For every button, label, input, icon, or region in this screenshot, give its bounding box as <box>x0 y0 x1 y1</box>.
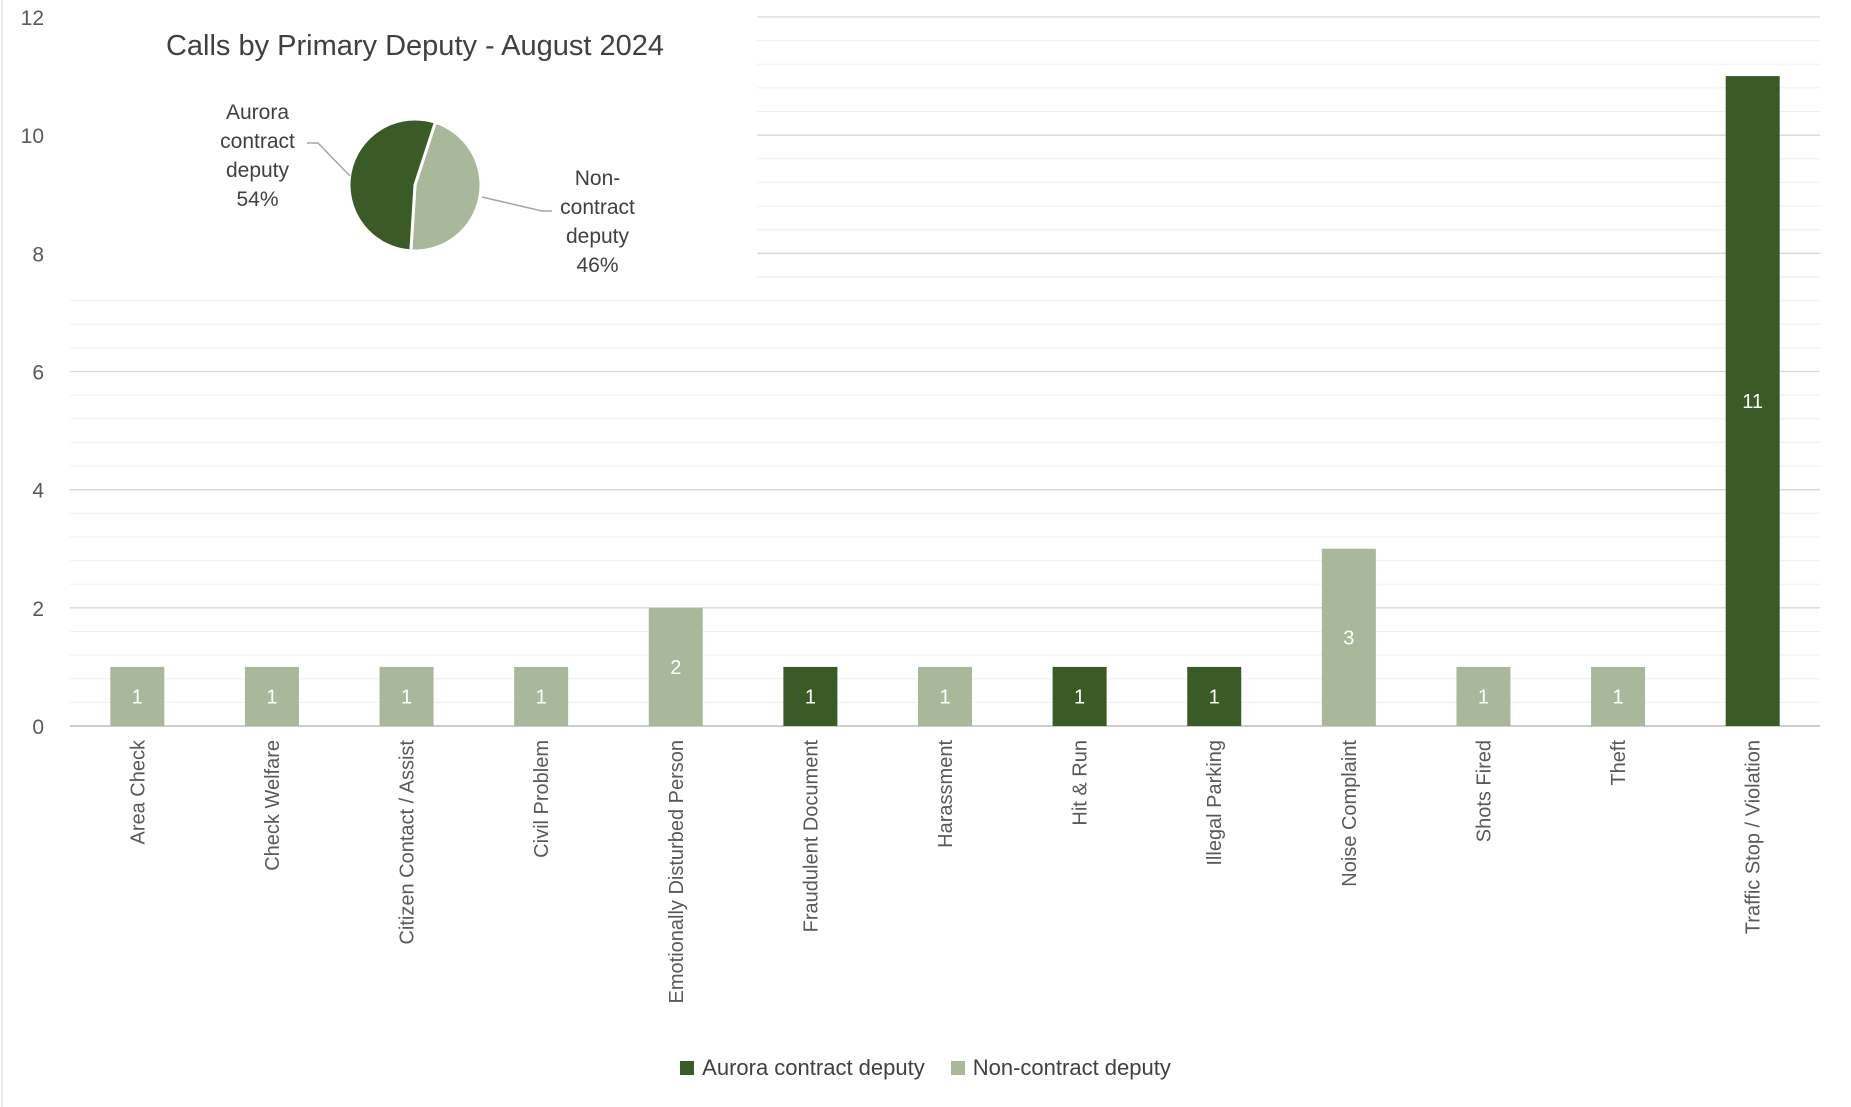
x-tick-label: Shots Fired <box>1473 740 1495 842</box>
legend-label-aurora: Aurora contract deputy <box>702 1055 925 1080</box>
y-tick-label: 8 <box>32 243 44 266</box>
bar-data-label: 2 <box>670 657 681 679</box>
bar <box>1052 666 1107 726</box>
bar <box>1725 76 1780 727</box>
bar-data-label: 1 <box>1074 686 1085 708</box>
bar-data-label: 3 <box>1343 627 1354 649</box>
legend-label-noncontract: Non-contract deputy <box>972 1055 1171 1080</box>
bar <box>783 666 838 726</box>
bar-data-label: 1 <box>939 686 950 708</box>
pie-slice-aurora <box>347 117 438 253</box>
bar-data-label: 1 <box>1613 686 1624 708</box>
y-tick-label: 0 <box>32 716 44 739</box>
bar-data-label: 1 <box>1209 686 1220 708</box>
pie-label-noncontract-line: Non- <box>574 167 621 190</box>
bar-data-label: 1 <box>266 686 277 708</box>
bar <box>1321 548 1376 726</box>
pie-leader-line <box>481 196 552 212</box>
x-tick-label: Noise Complaint <box>1339 740 1361 887</box>
bar-data-label: 1 <box>132 686 143 708</box>
bar-data-label: 11 <box>1742 391 1763 413</box>
x-tick-label: Check Welfare <box>262 740 284 871</box>
pie-label-aurora-line: contract <box>220 130 295 153</box>
pie-label-noncontract-line: deputy <box>565 225 630 248</box>
bar <box>514 666 569 726</box>
legend: Aurora contract deputy Non-contract depu… <box>0 1055 1851 1081</box>
bar <box>379 666 434 726</box>
y-tick-label: 10 <box>21 125 44 148</box>
x-tick-label: Harassment <box>935 740 957 848</box>
bar <box>110 666 165 726</box>
x-tick-label: Civil Problem <box>531 740 553 858</box>
x-tick-label: Illegal Parking <box>1204 740 1226 866</box>
x-tick-label: Hit & Run <box>1070 740 1092 826</box>
x-tick-label: Emotionally Disturbed Person <box>666 740 688 1003</box>
pie-label-aurora-line: Aurora <box>225 101 290 124</box>
pie-leader-line <box>307 142 351 177</box>
bar <box>648 607 703 726</box>
y-tick-label: 12 <box>21 7 44 30</box>
pie-slice-noncontract <box>409 120 483 253</box>
pie-chart-title: Calls by Primary Deputy - August 2024 <box>165 30 665 62</box>
bar <box>1456 666 1511 726</box>
x-tick-label: Theft <box>1608 740 1630 786</box>
bar-data-label: 1 <box>536 686 547 708</box>
bar <box>918 666 972 726</box>
y-tick-label: 2 <box>32 598 44 621</box>
pie-label-aurora: Aurora contract deputy 54% <box>205 98 310 214</box>
legend-item-noncontract: Non-contract deputy <box>950 1055 1171 1081</box>
y-tick-label: 6 <box>32 362 44 385</box>
bar-data-label: 1 <box>805 686 816 708</box>
pie-label-aurora-line: 54% <box>236 188 279 211</box>
pie-label-aurora-line: deputy <box>225 159 290 182</box>
bar <box>1187 666 1242 726</box>
y-tick-label: 4 <box>32 480 44 503</box>
bar <box>1591 666 1646 726</box>
pie-label-noncontract-line: contract <box>560 196 635 219</box>
x-tick-label: Traffic Stop / Violation <box>1743 740 1765 934</box>
bar-data-label: 1 <box>401 686 412 708</box>
x-tick-label: Area Check <box>127 739 149 844</box>
x-tick-label: Citizen Contact / Assist <box>397 740 419 945</box>
bar <box>244 666 299 726</box>
pie-label-noncontract-line: 46% <box>576 254 619 277</box>
legend-item-aurora: Aurora contract deputy <box>680 1055 925 1081</box>
pie-label-noncontract: Non- contract deputy 46% <box>545 164 650 280</box>
bar-data-label: 1 <box>1478 686 1489 708</box>
legend-swatch-aurora <box>680 1061 695 1075</box>
x-tick-label: Fraudulent Document <box>800 740 822 933</box>
legend-swatch-noncontract <box>950 1061 965 1075</box>
